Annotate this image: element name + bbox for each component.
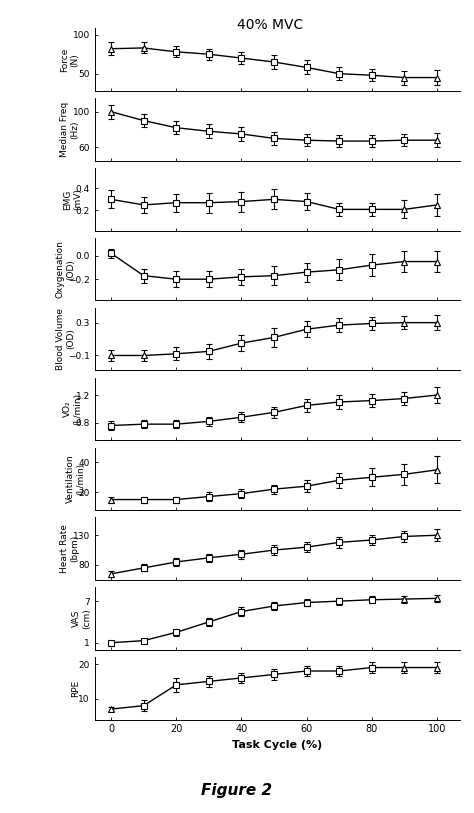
Y-axis label: VO₂
(L/min): VO₂ (L/min) [63, 393, 82, 425]
Y-axis label: Oxygenation
(OD): Oxygenation (OD) [56, 241, 75, 298]
Y-axis label: Median Freq
(Hz): Median Freq (Hz) [60, 102, 80, 157]
X-axis label: Task Cycle (%): Task Cycle (%) [232, 740, 322, 750]
Y-axis label: Blood Volume
(OD): Blood Volume (OD) [55, 308, 75, 370]
Y-axis label: Force
(N): Force (N) [60, 47, 80, 72]
Y-axis label: VAS
(cm): VAS (cm) [72, 608, 91, 628]
Y-axis label: RPE: RPE [71, 680, 80, 697]
Y-axis label: Heart Rate
(bpm): Heart Rate (bpm) [60, 524, 80, 573]
Y-axis label: EMG
(mV): EMG (mV) [63, 189, 82, 211]
Y-axis label: Ventilation
(L/min): Ventilation (L/min) [66, 454, 85, 503]
Text: Figure 2: Figure 2 [201, 784, 273, 798]
Text: 40% MVC: 40% MVC [237, 18, 303, 32]
